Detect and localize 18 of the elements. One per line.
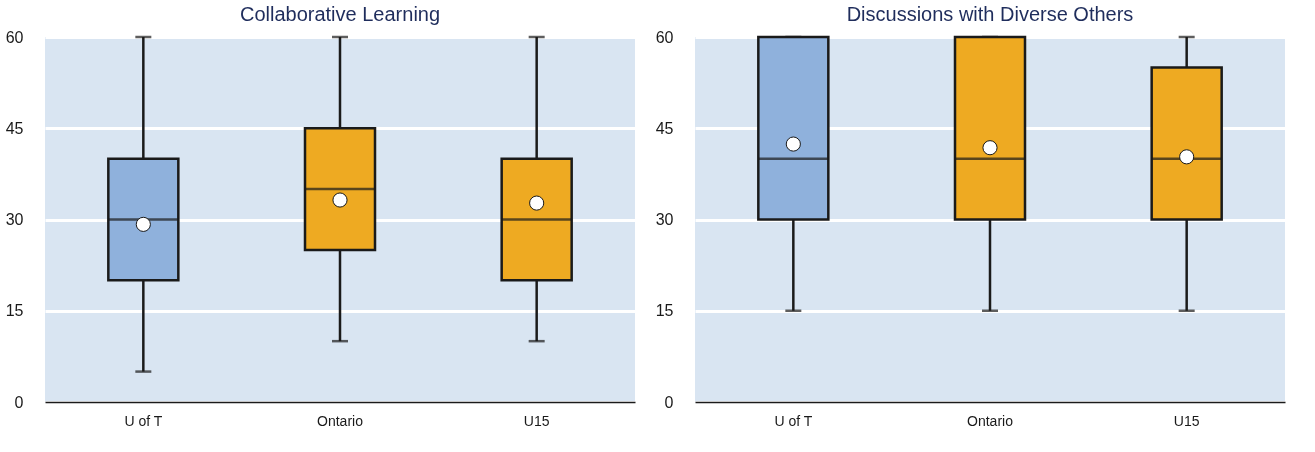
chart-title: Discussions with Diverse Others [846, 3, 1134, 25]
y-tick-label: 0 [664, 393, 674, 411]
x-tick-label: Ontario [967, 412, 1014, 429]
y-tick-label: 60 [655, 28, 674, 46]
y-tick-label: 15 [655, 302, 674, 320]
y-tick-label: 45 [655, 119, 674, 137]
y-tick-label: 30 [5, 211, 24, 228]
x-tick-label: U of T [124, 412, 163, 429]
x-tick-label: Ontario [317, 412, 364, 429]
y-tick-label: 60 [5, 28, 24, 46]
y-tick-label: 45 [5, 119, 24, 137]
chart-title: Collaborative Learning [239, 3, 441, 25]
x-tick-label: U15 [1173, 412, 1200, 429]
y-tick-label: 30 [655, 211, 674, 228]
y-tick-label: 15 [5, 302, 24, 320]
x-tick-label: U15 [523, 412, 550, 429]
x-tick-label: U of T [774, 412, 813, 429]
y-tick-label: 0 [14, 393, 24, 411]
